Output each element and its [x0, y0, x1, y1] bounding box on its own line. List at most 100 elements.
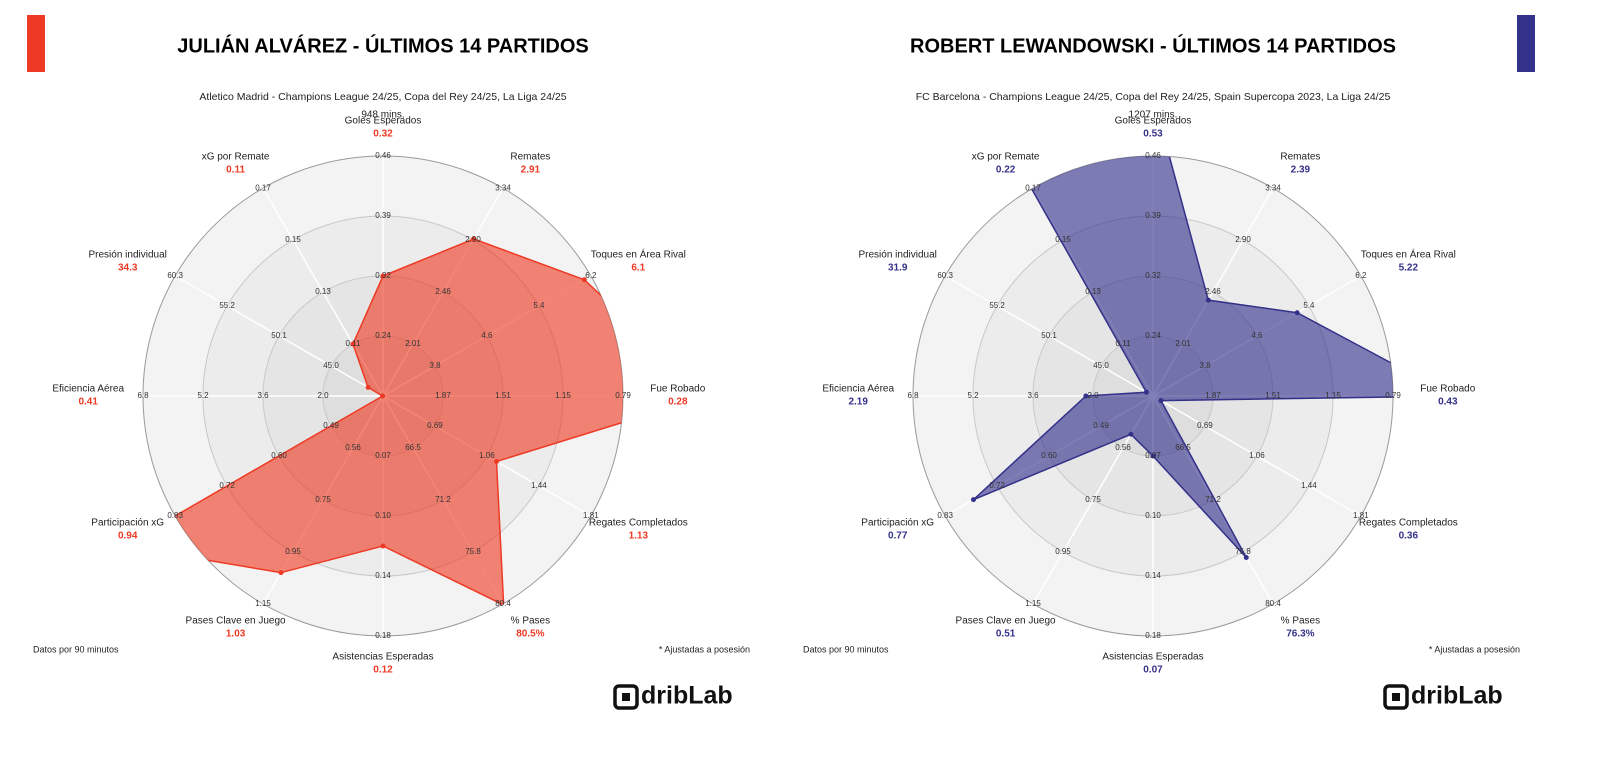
tick-label: 0.18	[1145, 631, 1161, 640]
radar-point	[278, 570, 284, 576]
tick-label: 80.4	[495, 599, 511, 608]
value-label: 0.07	[1143, 665, 1163, 676]
tick-label: 0.39	[1145, 211, 1161, 220]
tick-label: 75.8	[465, 547, 481, 556]
value-label: 0.36	[1399, 531, 1419, 542]
value-label: 0.53	[1143, 129, 1163, 140]
logo-icon	[1383, 684, 1409, 710]
axis-name: Asistencias Esperadas	[1102, 652, 1203, 663]
axis-name: Fue Robado	[650, 384, 705, 395]
value-label: 2.39	[1291, 165, 1311, 176]
radar-point	[380, 273, 386, 279]
tick-label: 0.75	[315, 495, 331, 504]
logo-icon	[613, 684, 639, 710]
tick-label: 5.4	[1303, 301, 1315, 310]
value-label: 2.91	[521, 165, 541, 176]
tick-label: 45.0	[323, 361, 339, 370]
tick-label: 0.69	[427, 421, 443, 430]
radar-point	[1150, 453, 1156, 459]
radar-point	[1128, 431, 1134, 437]
radar-point	[121, 544, 126, 549]
data-layer	[121, 236, 711, 608]
tick-label: 75.8	[1235, 547, 1251, 556]
tick-label: 1.06	[479, 451, 495, 460]
tick-label: 0.46	[1145, 151, 1161, 160]
radar-point	[706, 394, 711, 399]
tick-label: 0.24	[1145, 331, 1161, 340]
axis-name: Eficiencia Aérea	[822, 384, 894, 395]
tick-label: 60.3	[167, 271, 183, 280]
axis-name: Regates Completados	[1359, 518, 1458, 529]
tick-label: 0.46	[375, 151, 391, 160]
tick-label: 66.5	[1175, 443, 1191, 452]
tick-label: 6.8	[907, 391, 919, 400]
tick-label: 0.72	[219, 481, 235, 490]
tick-label: 1.15	[1025, 599, 1041, 608]
value-label: 0.94	[118, 531, 138, 542]
tick-label: 5.4	[533, 301, 545, 310]
tick-label: 0.72	[989, 481, 1005, 490]
tick-label: 2.46	[1205, 287, 1221, 296]
tick-label: 5.2	[197, 391, 209, 400]
value-label: 31.9	[888, 263, 908, 274]
axis-name: Presión individual	[859, 250, 937, 261]
radar-point	[380, 543, 386, 549]
tick-label: 0.13	[1085, 287, 1101, 296]
tick-label: 1.81	[1353, 511, 1369, 520]
tick-label: 80.4	[1265, 599, 1281, 608]
tick-label: 2.01	[1175, 339, 1191, 348]
value-label: 0.43	[1438, 397, 1458, 408]
tick-label: 0.39	[375, 211, 391, 220]
tick-label: 0.10	[375, 511, 391, 520]
axis-name: Presión individual	[89, 250, 167, 261]
tick-label: 2.01	[405, 339, 421, 348]
tick-label: 2.46	[435, 287, 451, 296]
tick-label: 50.1	[1041, 331, 1057, 340]
axis-name: xG por Remate	[202, 152, 270, 163]
tick-label: 0.75	[1085, 495, 1101, 504]
tick-label: 2.90	[1235, 235, 1251, 244]
logo: dribLab	[1411, 682, 1503, 710]
tick-label: 0.83	[937, 511, 953, 520]
tick-label: 0.49	[323, 421, 339, 430]
axis-name: Participación xG	[861, 518, 934, 529]
tick-label: 3.8	[1199, 361, 1211, 370]
spoke	[174, 275, 384, 397]
tick-label: 1.81	[583, 511, 599, 520]
value-label: 1.13	[629, 531, 649, 542]
axis-name: xG por Remate	[972, 152, 1040, 163]
radar-point	[1143, 389, 1149, 395]
tick-label: 6.2	[585, 271, 597, 280]
footnote: Datos por 90 minutos	[803, 644, 889, 654]
tick-label: 6.2	[1355, 271, 1367, 280]
tick-label: 0.07	[1145, 451, 1161, 460]
radar-point	[1243, 555, 1249, 561]
value-label: 0.32	[373, 129, 393, 140]
logo-icon-inner	[622, 693, 630, 701]
tick-label: 45.0	[1093, 361, 1109, 370]
chart-title: ROBERT LEWANDOWSKI - ÚLTIMOS 14 PARTIDOS	[910, 33, 1396, 57]
axis-name: Eficiencia Aérea	[52, 384, 124, 395]
value-label: 0.51	[996, 629, 1016, 640]
tick-label: 1.15	[555, 391, 571, 400]
chart-subtitle: Atletico Madrid - Champions League 24/25…	[199, 91, 566, 103]
axis-name: Goles Esperados	[345, 116, 422, 127]
radar-point	[581, 277, 587, 283]
tick-label: 0.17	[1025, 183, 1041, 192]
axis-name: Asistencias Esperadas	[332, 652, 433, 663]
tick-label: 1.44	[531, 481, 547, 490]
tick-label: 0.14	[375, 571, 391, 580]
axis-name: Goles Esperados	[1115, 116, 1192, 127]
value-label: 0.41	[78, 397, 98, 408]
radar-point	[350, 341, 356, 347]
tick-label: 0.10	[1145, 511, 1161, 520]
value-label: 34.3	[118, 263, 138, 274]
tick-label: 0.24	[375, 331, 391, 340]
tick-label: 4.6	[1251, 331, 1263, 340]
minutes: 1207 mins.	[1129, 110, 1178, 121]
tick-label: 5.2	[967, 391, 979, 400]
chart-subtitle: FC Barcelona - Champions League 24/25, C…	[916, 91, 1391, 103]
tick-label: 0.60	[271, 451, 287, 460]
tick-label: 55.2	[989, 301, 1005, 310]
tick-label: 4.6	[481, 331, 493, 340]
